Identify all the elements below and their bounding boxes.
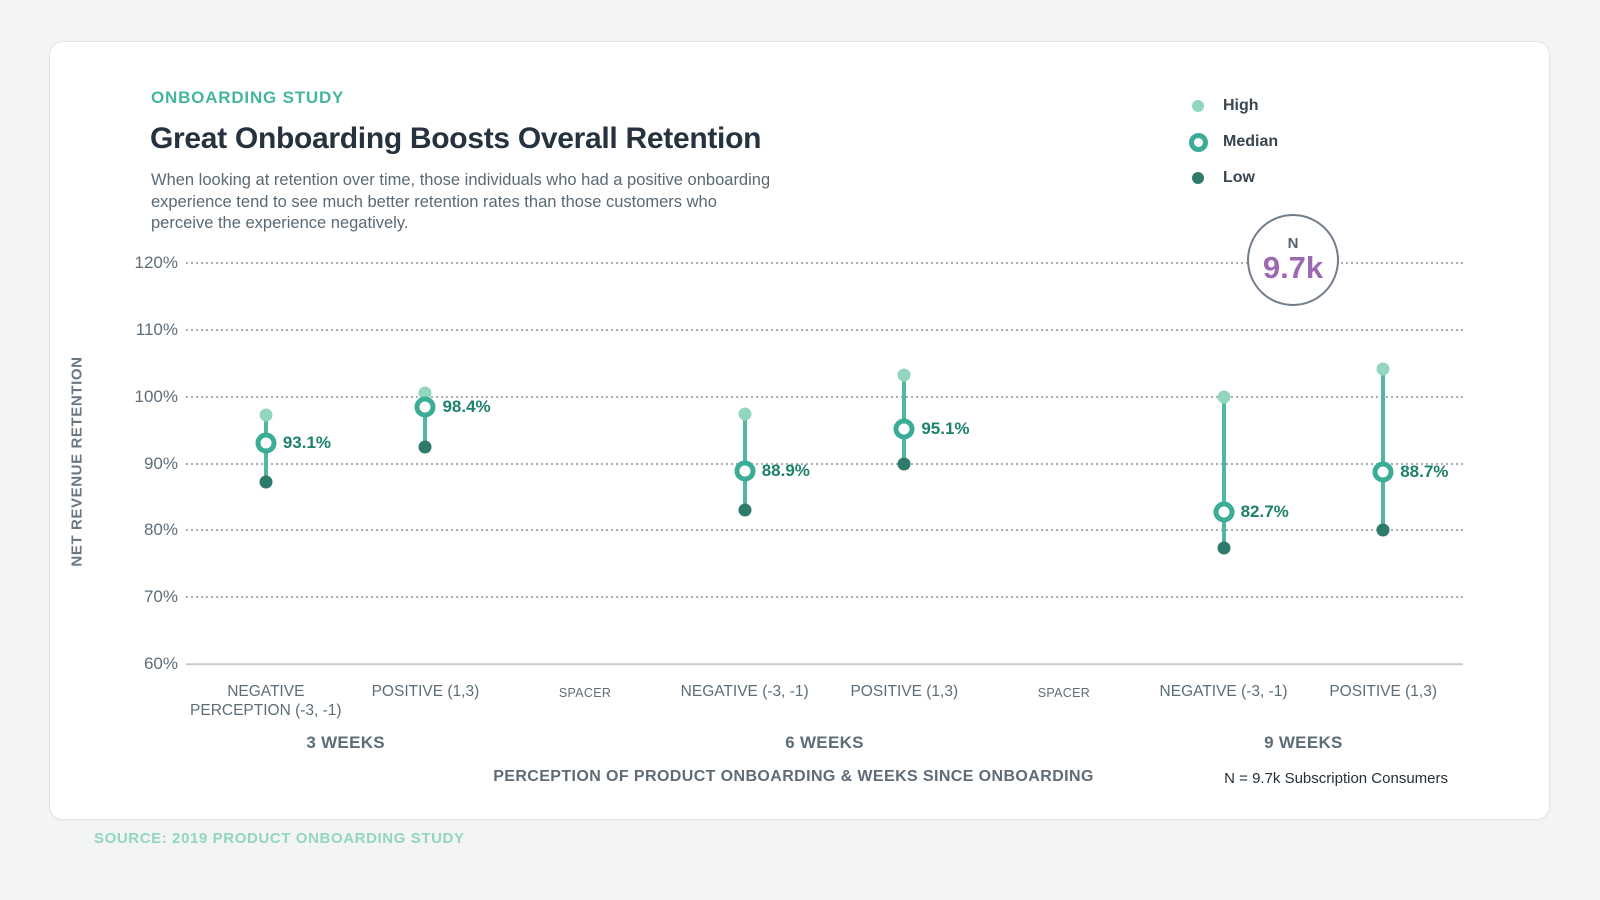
gridline-100 [186,395,1463,398]
x-tick-label: SPACER [505,682,665,720]
median-ring [1372,461,1394,483]
high-dot [897,368,911,382]
y-tick-label: 90% [143,453,178,473]
legend-item-low: Low [1188,160,1278,196]
y-axis-title: NET REVENUE RETENTION [68,356,86,567]
subtitle-line: experience tend to see much better reten… [151,192,717,211]
x-tick-label-line: POSITIVE (1,3) [1329,683,1438,700]
x-tick-label: POSITIVE (1,3) [1303,682,1463,720]
x-tick-label: POSITIVE (1,3) [825,682,985,720]
legend-median-ring-icon [1188,132,1208,152]
median-value-label: 95.1% [921,419,970,439]
median-ring [734,460,756,482]
legend-mark-wrap [1188,172,1208,184]
group-label-3-weeks: 3 WEEKS [306,733,385,752]
legend-label: Low [1223,169,1255,186]
range-line [1381,369,1386,530]
badge-sample-value: 9.7k [1262,250,1324,285]
gridline-110 [186,328,1463,331]
x-tick-label: NEGATIVE (-3, -1) [1144,682,1304,720]
y-tick-label: 60% [143,654,178,673]
x-tick-label-line: POSITIVE (1,3) [850,683,959,700]
low-dot [418,440,432,454]
x-tick-label: NEGATIVE (-3, -1) [665,682,825,720]
x-tick-label: POSITIVE (1,3) [346,682,506,720]
legend-mark-wrap [1188,100,1208,112]
high-dot [738,407,752,421]
legend-label: High [1223,97,1259,114]
legend-low-dot-icon [1192,172,1204,184]
median-value-label: 88.9% [761,460,810,480]
subtitle-line: perceive the experience negatively. [151,214,409,232]
eyebrow-label: ONBOARDING STUDY [151,88,345,107]
sample-size-badge: N 9.7k [1247,214,1339,306]
median-ring [893,418,915,440]
x-axis-group-labels: 3 WEEKS 6 WEEKS 9 WEEKS [186,733,1463,755]
x-tick-label-line: POSITIVE (1,3) [371,683,480,700]
x-tick-label-line: SPACER [1037,686,1091,700]
legend-item-median: Median [1188,124,1278,160]
y-tick-label: 100% [134,386,178,406]
chart-subtitle: When looking at retention over time, tho… [151,170,981,235]
y-tick-label: 70% [143,587,178,607]
high-dot [418,386,432,400]
sample-note: N = 9.7k Subscription Consumers [1224,770,1448,787]
x-tick-label: SPACER [984,682,1144,720]
plot-area: 93.1% 98.4% 88.9% 95.1% 82.7% 88.7% [186,262,1463,665]
range-line [1221,396,1226,548]
low-dot [259,475,273,489]
low-dot [1376,523,1390,537]
x-axis-title: PERCEPTION OF PRODUCT ONBOARDING & WEEKS… [493,768,1094,785]
source-label: SOURCE: 2019 PRODUCT ONBOARDING STUDY [94,830,465,847]
chart-card: ONBOARDING STUDY Great Onboarding Boosts… [49,41,1550,820]
legend-label: Median [1223,133,1279,150]
high-dot [1217,390,1231,404]
median-value-label: 93.1% [282,432,332,452]
legend-item-high: High [1188,88,1278,124]
badge-n-label: N [1287,235,1299,252]
range-line [423,392,428,448]
low-dot [897,457,911,470]
x-tick-label-line: NEGATIVE (-3, -1) [680,683,809,700]
high-dot [1376,362,1390,376]
x-tick-label-line: NEGATIVE [227,683,305,700]
gridline-120 [186,262,1463,264]
y-axis-ticks: 120% 110% 100% 90% 80% 70% 60% [90,253,178,673]
gridline-80 [186,529,1463,532]
x-axis-labels: NEGATIVE PERCEPTION (-3, -1) POSITIVE (1,3… [186,682,1463,720]
chart-title: Great Onboarding Boosts Overall Retentio… [150,122,762,155]
y-tick-label: 120% [134,253,178,272]
median-ring [1213,501,1235,523]
y-tick-label: 80% [143,520,178,540]
median-value-label: 98.4% [442,397,491,417]
median-value-label: 88.7% [1400,462,1449,482]
x-tick-label-line: SPACER [558,686,612,700]
group-label-9-weeks: 9 WEEKS [1264,733,1343,752]
high-dot [259,408,273,422]
low-dot [738,503,752,517]
median-ring [414,396,436,418]
gridline-60 [186,663,1463,665]
group-label-6-weeks: 6 WEEKS [785,733,864,752]
legend: High Median Low [1188,88,1278,196]
low-dot [1217,541,1231,555]
legend-mark-wrap [1188,132,1208,152]
x-tick-label-line: NEGATIVE (-3, -1) [1159,683,1288,700]
median-ring [255,432,277,454]
y-tick-label: 110% [135,319,178,339]
gridline-70 [186,596,1463,599]
median-value-label: 82.7% [1240,502,1289,522]
legend-high-dot-icon [1192,100,1204,112]
x-tick-label-line: PERCEPTION (-3, -1) [190,702,342,719]
x-tick-label: NEGATIVE PERCEPTION (-3, -1) [186,682,346,720]
gridline-90 [186,462,1463,465]
subtitle-line: When looking at retention over time, tho… [151,171,771,189]
